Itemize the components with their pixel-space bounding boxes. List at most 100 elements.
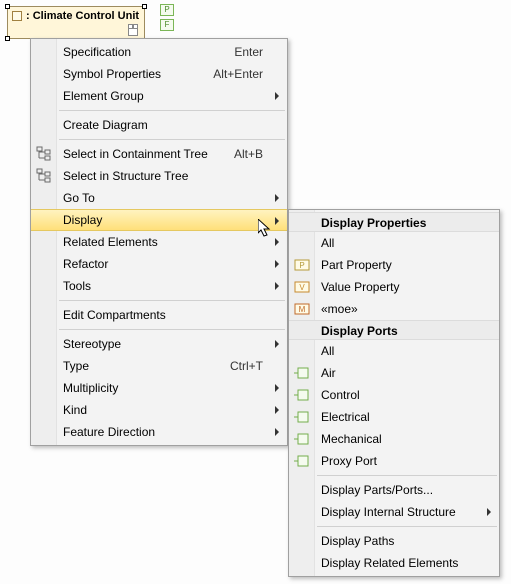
menu-item-selstree[interactable]: Select in Structure Tree <box>31 165 287 187</box>
submenu-item-pt-mech[interactable]: Mechanical <box>289 428 499 450</box>
submenu-item-p-part[interactable]: PPart Property <box>289 254 499 276</box>
menu-item-label: Go To <box>63 191 95 205</box>
menu-item-label: Refactor <box>63 257 108 271</box>
submenu-item-label: Display Related Elements <box>321 556 458 570</box>
menu-item-kind[interactable]: Kind <box>31 399 287 421</box>
submenu-item-label: «moe» <box>321 302 358 316</box>
submenu-item-disppaths[interactable]: Display Paths <box>289 530 499 552</box>
tree1-icon <box>36 146 52 162</box>
menu-item-label: Kind <box>63 403 87 417</box>
submenu-item-label: Air <box>321 366 336 380</box>
submenu-item-label: Mechanical <box>321 432 382 446</box>
menu-item-relel[interactable]: Related Elements <box>31 231 287 253</box>
menu-item-disp[interactable]: Display <box>31 209 287 231</box>
display-submenu: Display Properties All PPart Property V Valu… <box>288 209 500 577</box>
menu-shortcut: Ctrl+T <box>230 355 263 377</box>
port-icon <box>294 387 310 403</box>
port-icon <box>294 365 310 381</box>
smart-manipulator: P F <box>160 4 174 34</box>
menu-item-label: Create Diagram <box>63 118 148 132</box>
submenu-item-label: Control <box>321 388 360 402</box>
submenu-arrow-icon <box>275 428 279 436</box>
resize-handle[interactable] <box>5 4 10 9</box>
submenu-item-p-moe[interactable]: M «moe» <box>289 298 499 320</box>
menu-item-symprop[interactable]: Symbol Properties Alt+Enter <box>31 63 287 85</box>
menu-separator <box>59 329 285 330</box>
submenu-item-pt-proxy[interactable]: Proxy Port <box>289 450 499 472</box>
menu-shortcut: Alt+B <box>234 143 263 165</box>
submenu-item-dispinternal[interactable]: Display Internal Structure <box>289 501 499 523</box>
port-icon <box>294 431 310 447</box>
menu-item-refactor[interactable]: Refactor <box>31 253 287 275</box>
menu-item-label: Stereotype <box>63 337 121 351</box>
submenu-arrow-icon <box>275 194 279 202</box>
menu-separator <box>59 139 285 140</box>
submenu-header: Display Properties <box>289 212 499 232</box>
tree2-icon <box>36 168 52 184</box>
submenu-item-p-value[interactable]: V Value Property <box>289 276 499 298</box>
resize-handle[interactable] <box>142 4 147 9</box>
submenu-arrow-icon <box>487 508 491 516</box>
submenu-item-label: Display Paths <box>321 534 394 548</box>
menu-item-label: Feature Direction <box>63 425 155 439</box>
menu-shortcut: Alt+Enter <box>213 63 263 85</box>
menu-separator <box>317 526 497 527</box>
smart-icon-f[interactable]: F <box>160 19 174 31</box>
submenu-item-label: All <box>321 344 334 358</box>
menu-item-type[interactable]: Type Ctrl+T <box>31 355 287 377</box>
submenu-arrow-icon <box>275 282 279 290</box>
menu-item-label: Multiplicity <box>63 381 118 395</box>
submenu-header: Display Ports <box>289 320 499 340</box>
submenu-item-label: Proxy Port <box>321 454 377 468</box>
menu-item-creatediag[interactable]: Create Diagram <box>31 114 287 136</box>
submenu-item-pt-air[interactable]: Air <box>289 362 499 384</box>
submenu-arrow-icon <box>275 260 279 268</box>
menu-item-selctree[interactable]: Select in Containment TreeAlt+B <box>31 143 287 165</box>
svg-text:P: P <box>299 261 304 270</box>
menu-item-spec[interactable]: Specification Enter <box>31 41 287 63</box>
menu-shortcut: Enter <box>234 41 263 63</box>
menu-item-tools[interactable]: Tools <box>31 275 287 297</box>
menu-item-stereo[interactable]: Stereotype <box>31 333 287 355</box>
property-p-icon: P <box>294 257 310 273</box>
svg-text:V: V <box>299 283 305 292</box>
submenu-item-label: Display Parts/Ports... <box>321 483 433 497</box>
menu-item-featdir[interactable]: Feature Direction <box>31 421 287 443</box>
context-menu: Specification Enter Symbol Properties Alt+E… <box>30 38 288 446</box>
smart-icon-p[interactable]: P <box>160 4 174 16</box>
svg-text:M: M <box>299 305 306 314</box>
property-m-icon: M <box>294 301 310 317</box>
submenu-item-dispparts[interactable]: Display Parts/Ports... <box>289 479 499 501</box>
element-label: : Climate Control Unit <box>26 10 139 22</box>
submenu-arrow-icon <box>275 92 279 100</box>
submenu-item-pt-elec[interactable]: Electrical <box>289 406 499 428</box>
menu-item-label: Edit Compartments <box>63 308 166 322</box>
port-icon <box>294 409 310 425</box>
submenu-item-pt-ctrl[interactable]: Control <box>289 384 499 406</box>
menu-item-label: Related Elements <box>63 235 158 249</box>
menu-separator <box>317 475 497 476</box>
submenu-item-p-all[interactable]: All <box>289 232 499 254</box>
submenu-item-pt-all[interactable]: All <box>289 340 499 362</box>
menu-separator <box>59 110 285 111</box>
property-v-icon: V <box>294 279 310 295</box>
menu-item-label: Select in Structure Tree <box>63 169 188 183</box>
menu-item-label: Tools <box>63 279 91 293</box>
menu-item-mult[interactable]: Multiplicity <box>31 377 287 399</box>
submenu-item-label: Display Internal Structure <box>321 505 456 519</box>
submenu-item-label: All <box>321 236 334 250</box>
menu-item-editcomp[interactable]: Edit Compartments <box>31 304 287 326</box>
submenu-item-disprel[interactable]: Display Related Elements <box>289 552 499 574</box>
menu-item-label: Symbol Properties <box>63 67 161 81</box>
port-icon <box>294 453 310 469</box>
uml-element[interactable]: : Climate Control Unit <box>7 6 145 39</box>
menu-item-label: Type <box>63 359 89 373</box>
submenu-arrow-icon <box>275 217 279 225</box>
menu-item-elgroup[interactable]: Element Group <box>31 85 287 107</box>
submenu-item-label: Value Property <box>321 280 400 294</box>
resize-handle[interactable] <box>5 36 10 41</box>
menu-item-label: Element Group <box>63 89 144 103</box>
menu-item-goto[interactable]: Go To <box>31 187 287 209</box>
menu-item-label: Specification <box>63 45 131 59</box>
menu-separator <box>59 300 285 301</box>
